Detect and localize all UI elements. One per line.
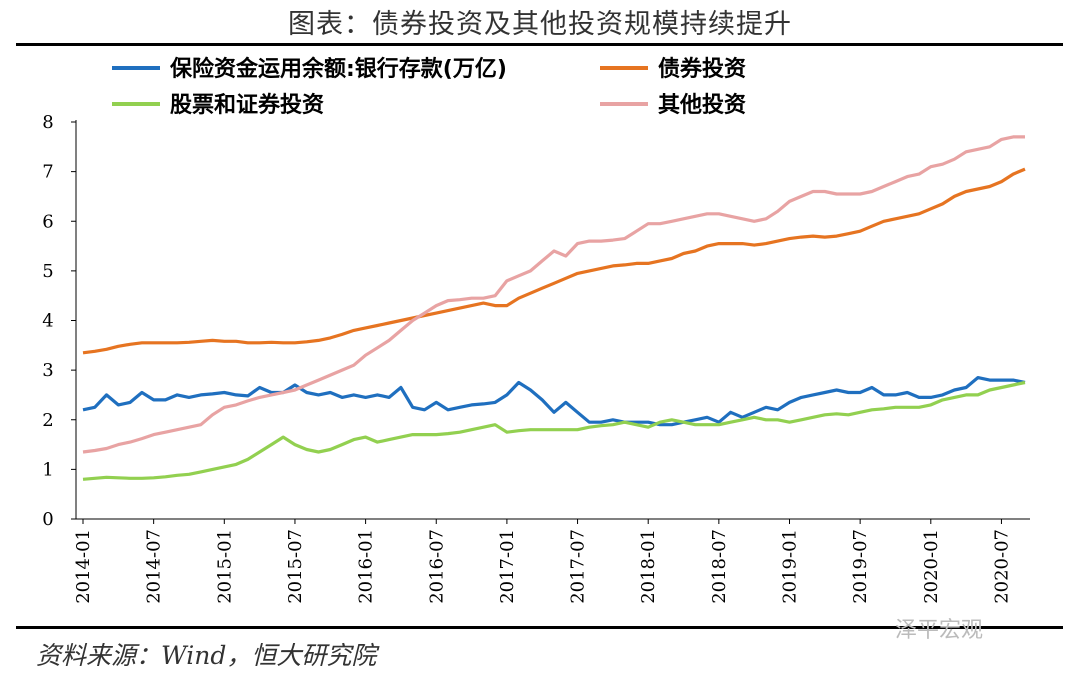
legend-label: 债券投资 <box>658 56 746 82</box>
legend-label: 其他投资 <box>658 93 746 118</box>
source-note: 资料来源：Wind，恒大研究院 <box>36 641 377 670</box>
x-tick-label: 2019-01 <box>780 529 801 604</box>
x-tick-label: 2016-01 <box>356 529 377 604</box>
series-line-3 <box>82 380 1026 481</box>
x-tick-label: 2018-07 <box>709 529 730 604</box>
y-tick-label: 2 <box>42 410 53 431</box>
top-rule <box>16 43 1063 46</box>
y-tick-label: 4 <box>42 311 53 332</box>
x-tick-label: 2018-01 <box>638 529 659 604</box>
x-tick-label: 2020-01 <box>921 529 942 604</box>
watermark: 泽平宏观 <box>895 618 984 643</box>
series-line-1 <box>82 376 1026 427</box>
legend-label: 股票和证券投资 <box>170 92 324 118</box>
x-tick-label: 2014-07 <box>144 529 165 604</box>
series-line-4 <box>82 135 1025 454</box>
x-tick-label: 2016-07 <box>426 529 447 604</box>
x-tick-label: 2014-01 <box>73 529 94 604</box>
chart-title: 图表：债券投资及其他投资规模持续提升 <box>288 9 792 40</box>
y-tick-label: 0 <box>42 509 53 530</box>
y-tick-label: 1 <box>42 459 53 480</box>
x-tick-label: 2015-07 <box>285 529 306 604</box>
y-tick-label: 5 <box>42 261 53 282</box>
x-tick-label: 2017-01 <box>497 529 518 604</box>
legend-label: 保险资金运用余额:银行存款(万亿) <box>169 56 507 82</box>
x-tick-label: 2015-01 <box>214 529 235 604</box>
x-tick-label: 2017-07 <box>568 529 589 604</box>
y-tick-label: 6 <box>42 211 53 232</box>
series-line-2 <box>82 167 1026 355</box>
y-tick-label: 7 <box>42 162 53 183</box>
y-tick-label: 8 <box>42 112 53 133</box>
bottom-rule <box>16 626 1063 629</box>
y-tick-label: 3 <box>42 360 53 381</box>
x-tick-label: 2020-07 <box>991 529 1012 604</box>
x-tick-label: 2019-07 <box>850 529 871 604</box>
